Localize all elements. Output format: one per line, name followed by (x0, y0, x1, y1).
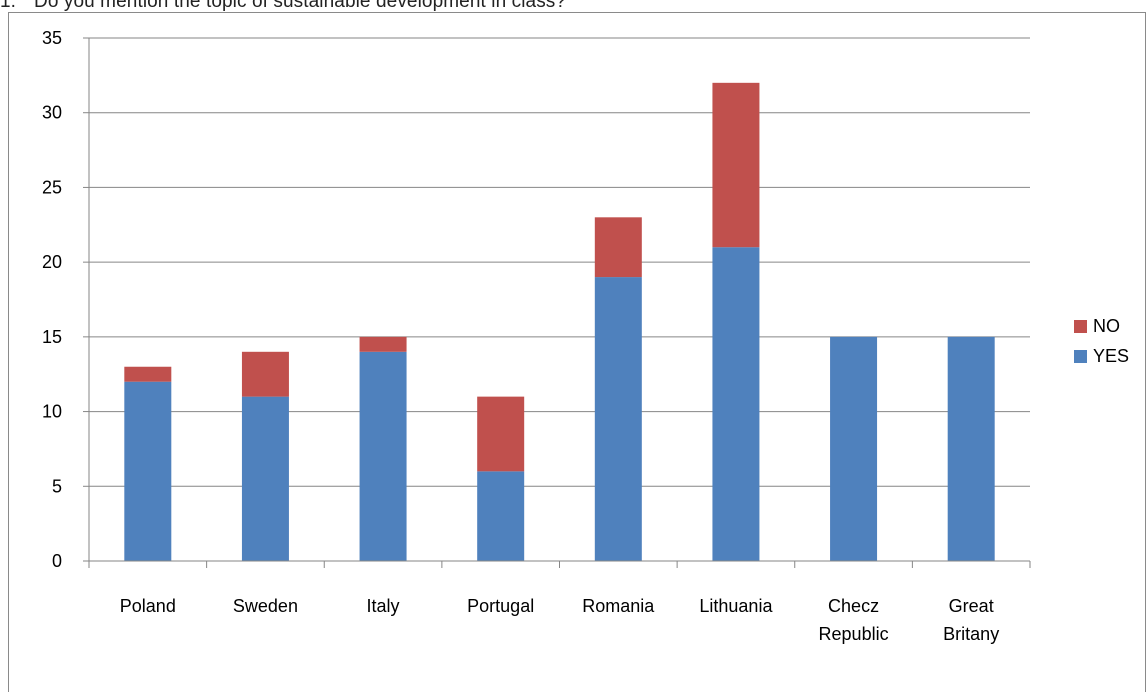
stacked-bar-chart: 0 5 10 15 20 25 30 35 Poland Sweden Italy Portugal… (42, 28, 1129, 644)
x-tick-label: Poland (120, 596, 176, 616)
y-tick-label: 10 (42, 402, 62, 422)
bar-yes-3 (477, 471, 525, 561)
bar-no-3 (477, 396, 525, 472)
bars (124, 82, 995, 561)
bar-no-0 (124, 366, 172, 382)
bar-no-1 (241, 351, 289, 397)
question-text: Do you mention the topic of sustainable … (34, 0, 567, 12)
question-title: 1. Do you mention the topic of sustainabl… (0, 0, 566, 15)
bar-yes-1 (241, 396, 289, 561)
x-tick-label: Portugal (467, 596, 534, 616)
x-tick-label: Great (949, 596, 994, 616)
x-tick-labels: Poland Sweden Italy Portugal Romania Lithuani… (120, 596, 999, 644)
legend-label-yes: YES (1093, 346, 1129, 366)
legend-swatch-yes (1074, 350, 1087, 363)
bar-no-2 (359, 336, 407, 352)
x-tick-label: Checz (828, 596, 879, 616)
x-tick-label: Britany (943, 624, 999, 644)
legend-swatch-no (1074, 320, 1087, 333)
chart-frame (8, 12, 1146, 692)
legend-label-no: NO (1093, 316, 1120, 336)
bar-yes-7 (947, 336, 995, 561)
y-tick-label: 15 (42, 327, 62, 347)
gridlines (89, 37, 1030, 487)
y-tick-label: 30 (42, 103, 62, 123)
y-tick-label: 20 (42, 252, 62, 272)
bar-yes-5 (712, 247, 760, 561)
y-tick-label: 35 (42, 28, 62, 48)
y-tick-labels: 0 5 10 15 20 25 30 35 (42, 28, 62, 571)
question-number: 1. (0, 0, 17, 12)
x-tick-label: Romania (582, 596, 655, 616)
y-tick-label: 25 (42, 177, 62, 197)
x-tick-label: Lithuania (699, 596, 773, 616)
bar-yes-0 (124, 381, 172, 561)
bar-no-4 (594, 217, 642, 278)
legend: NO YES (1074, 316, 1129, 366)
x-tick-label: Italy (367, 596, 400, 616)
x-tick-label: Sweden (233, 596, 298, 616)
bar-yes-6 (830, 336, 878, 561)
axes (83, 37, 1031, 568)
bar-yes-4 (594, 277, 642, 561)
y-tick-label: 5 (52, 476, 62, 496)
bar-no-5 (712, 82, 760, 248)
y-tick-label: 0 (52, 551, 62, 571)
x-tick-label: Republic (819, 624, 889, 644)
bar-yes-2 (359, 351, 407, 561)
